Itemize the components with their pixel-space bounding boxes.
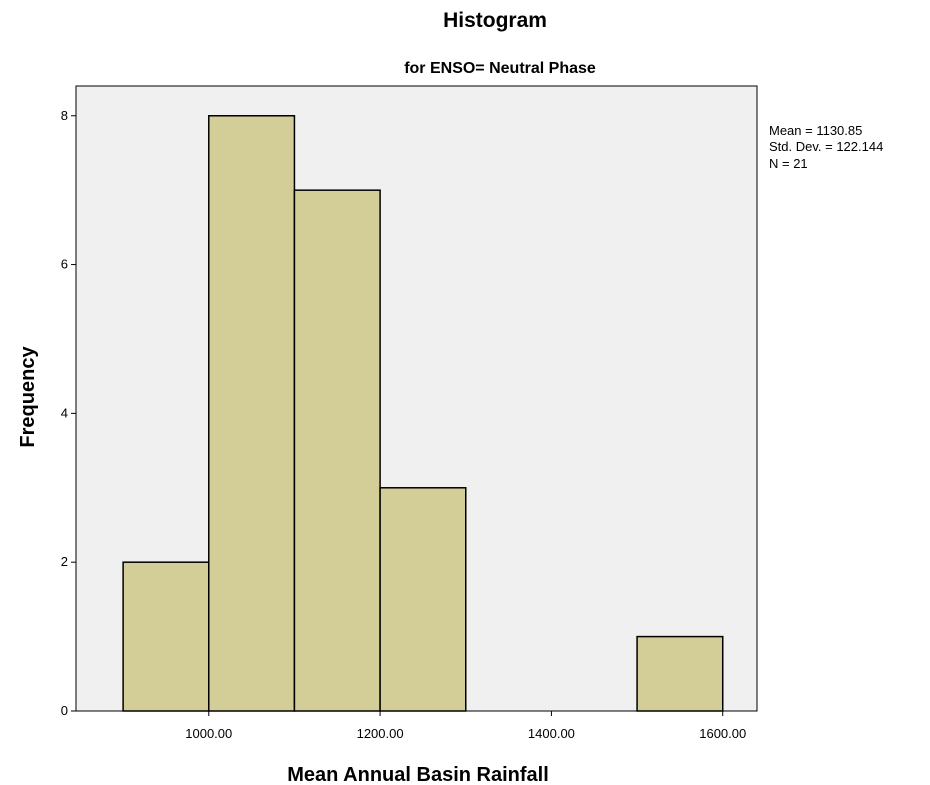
histogram-bar [293, 189, 381, 712]
y-tick-label: 0 [61, 703, 68, 718]
x-axis: 1000.00 1200.00 1400.00 1600.00 [185, 711, 746, 741]
x-tick-label: 1400.00 [528, 726, 575, 741]
histogram-bar [636, 635, 724, 712]
x-tick-label: 1000.00 [185, 726, 232, 741]
n-statistic: N = 21 [769, 156, 808, 171]
y-tick-label: 8 [61, 108, 68, 123]
histogram-bars [122, 115, 724, 712]
y-axis: 0 2 4 6 8 [61, 108, 76, 718]
x-tick-label: 1200.00 [357, 726, 404, 741]
histogram-bar [122, 561, 210, 712]
summary-statistics: Mean = 1130.85 Std. Dev. = 122.144 N = 2… [769, 123, 883, 171]
x-axis-title: Mean Annual Basin Rainfall [287, 764, 549, 785]
chart-subtitle: for ENSO= Neutral Phase [404, 60, 596, 77]
histogram-bar [379, 487, 467, 712]
y-axis-title: Frequency [17, 346, 39, 448]
mean-statistic: Mean = 1130.85 [769, 123, 862, 138]
chart-title: Histogram [443, 9, 547, 32]
y-tick-label: 6 [61, 257, 68, 272]
std-dev-statistic: Std. Dev. = 122.144 [769, 139, 883, 154]
histogram-bar [208, 115, 296, 712]
x-tick-label: 1600.00 [699, 726, 746, 741]
y-tick-label: 4 [61, 405, 68, 420]
y-tick-label: 2 [61, 554, 68, 569]
